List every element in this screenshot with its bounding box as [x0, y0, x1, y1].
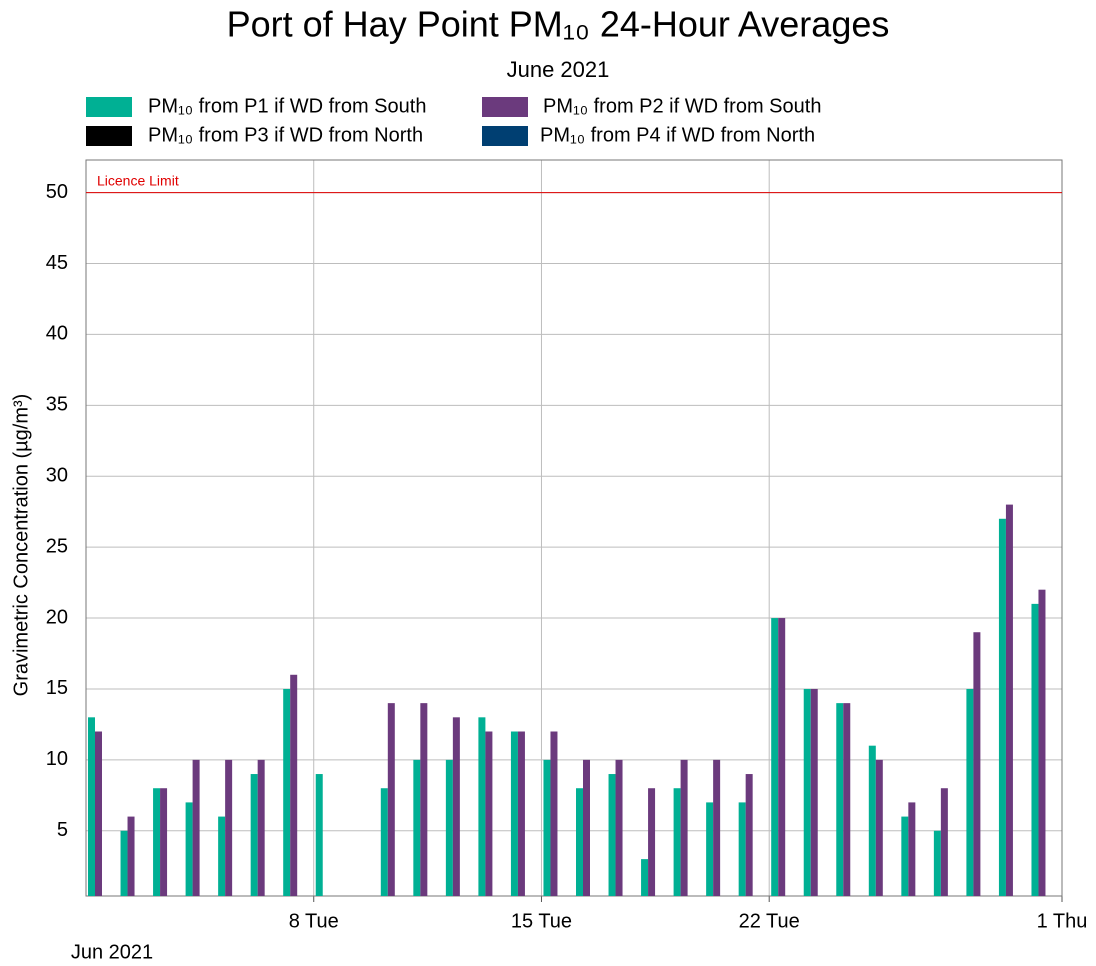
bar	[315, 774, 323, 896]
legend-label: PM₁₀ from P3 if WD from North	[148, 124, 423, 146]
bar	[745, 774, 753, 896]
bar	[973, 632, 981, 896]
bar	[868, 745, 876, 896]
x-sublabel: Jun 2021	[71, 941, 153, 963]
bar	[940, 788, 948, 896]
bar	[452, 717, 460, 896]
bar	[257, 759, 265, 896]
bar	[933, 830, 941, 896]
y-tick-label: 5	[57, 819, 68, 841]
bar	[420, 703, 428, 896]
bar	[706, 802, 714, 896]
bar	[648, 788, 656, 896]
y-axis-label: Gravimetric Concentration (µg/m³)	[10, 394, 32, 697]
bar	[88, 717, 95, 896]
bar	[576, 788, 583, 896]
legend-swatch	[86, 97, 132, 117]
legend-swatch	[86, 126, 132, 146]
x-tick-label: 1 Thu	[1037, 910, 1088, 932]
bar	[445, 759, 453, 896]
plot-border	[85, 159, 1063, 897]
bar	[543, 759, 551, 896]
bar	[673, 788, 681, 896]
bar	[283, 688, 291, 896]
bar	[510, 731, 518, 896]
bar	[680, 759, 688, 896]
bar	[641, 859, 649, 896]
bar	[517, 731, 525, 896]
bar	[901, 816, 909, 896]
bar	[218, 816, 226, 896]
bar	[95, 731, 102, 896]
bar	[160, 788, 168, 896]
bar	[615, 759, 623, 896]
bar	[1031, 603, 1039, 896]
bar	[843, 703, 851, 896]
bar	[225, 759, 233, 896]
bar	[966, 688, 974, 896]
legend-swatch	[482, 126, 528, 146]
bar	[290, 674, 298, 896]
bar	[1038, 589, 1046, 896]
y-tick-label: 50	[46, 181, 68, 203]
bar	[413, 759, 421, 896]
x-tick-label: 22 Tue	[739, 910, 800, 932]
bar	[153, 788, 161, 896]
bar	[908, 802, 916, 896]
y-tick-label: 40	[46, 323, 68, 345]
bar	[250, 774, 258, 896]
y-tick-label: 10	[46, 748, 68, 770]
legend-label: PM₁₀ from P1 if WD from South	[148, 95, 426, 117]
bar	[836, 703, 844, 896]
reference-label: Licence Limit	[97, 172, 179, 188]
bar	[120, 830, 128, 896]
bar	[998, 518, 1006, 896]
legend-swatch	[482, 97, 528, 117]
legend-label: PM₁₀ from P4 if WD from North	[540, 124, 815, 146]
x-tick-label: 8 Tue	[289, 910, 339, 932]
chart-subtitle: June 2021	[507, 57, 610, 82]
bar	[810, 688, 818, 896]
y-tick-label: 35	[46, 394, 68, 416]
y-tick-label: 15	[46, 677, 68, 699]
bar	[1005, 504, 1013, 896]
bar	[185, 802, 193, 896]
bar	[778, 618, 786, 896]
bar	[713, 759, 721, 896]
bar	[127, 816, 135, 896]
chart-title: Port of Hay Point PM₁₀ 24-Hour Averages	[227, 4, 890, 45]
bar	[738, 802, 746, 896]
y-tick-label: 30	[46, 465, 68, 487]
bar	[803, 688, 811, 896]
bar	[485, 731, 493, 896]
bar	[771, 618, 779, 896]
x-tick-label: 15 Tue	[511, 910, 572, 932]
legend-label: PM₁₀ from P2 if WD from South	[543, 95, 821, 117]
bar	[387, 703, 395, 896]
y-tick-label: 20	[46, 606, 68, 628]
bar	[550, 731, 558, 896]
plot-area	[86, 160, 1062, 896]
bar	[875, 759, 883, 896]
bar	[380, 788, 388, 896]
bar	[478, 717, 486, 896]
bar	[583, 759, 590, 896]
y-tick-label: 45	[46, 252, 68, 274]
bar	[192, 759, 200, 896]
y-tick-label: 25	[46, 535, 68, 557]
bar	[608, 774, 616, 896]
